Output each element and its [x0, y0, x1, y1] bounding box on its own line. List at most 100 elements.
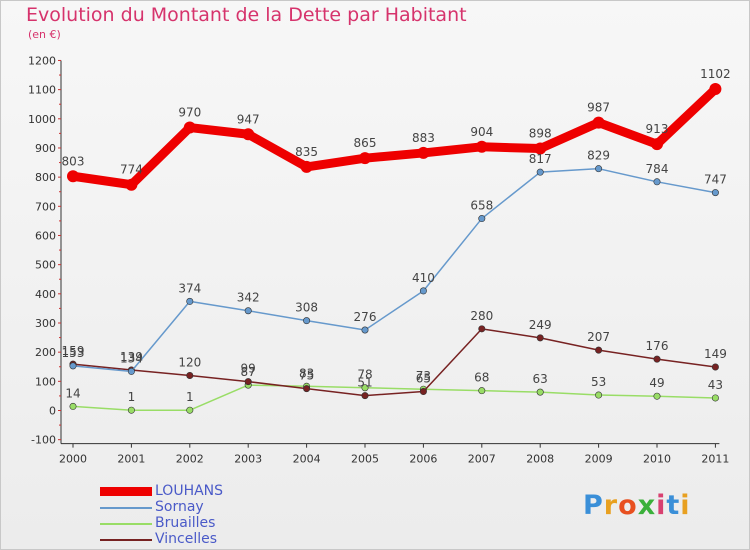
- data-point-bruailles: [653, 392, 661, 400]
- data-point-bruailles: [478, 387, 486, 395]
- legend-item-sornay: Sornay: [100, 499, 300, 516]
- y-tick-label: 300: [35, 317, 56, 330]
- data-label-sornay: 410: [412, 271, 435, 285]
- y-tick-label: 900: [35, 142, 56, 155]
- data-point-sornay: [303, 317, 311, 325]
- data-label-bruailles: 83: [299, 366, 314, 380]
- y-tick-label: 1000: [28, 113, 56, 126]
- data-point-louhans: [242, 128, 255, 141]
- data-label-sornay: 153: [62, 346, 85, 360]
- data-label-louhans: 803: [62, 154, 85, 168]
- data-label-sornay: 658: [470, 199, 493, 213]
- x-tick-label: 2004: [293, 453, 321, 466]
- data-label-vincelles: 139: [120, 350, 143, 364]
- data-point-sornay: [361, 326, 369, 334]
- legend-item-bruailles: Bruailles: [100, 515, 300, 532]
- data-label-bruailles: 53: [591, 375, 606, 389]
- data-label-louhans: 774: [120, 163, 143, 177]
- data-point-louhans: [709, 83, 722, 96]
- data-label-louhans: 947: [237, 112, 260, 126]
- y-tick-label: 500: [35, 259, 56, 272]
- data-label-bruailles: 87: [241, 365, 256, 379]
- data-label-sornay: 747: [704, 173, 727, 187]
- data-label-sornay: 342: [237, 291, 260, 305]
- data-point-louhans: [651, 138, 663, 151]
- data-label-louhans: 883: [412, 131, 435, 145]
- legend-swatch-sornay: [100, 507, 152, 509]
- data-label-louhans: 970: [178, 106, 201, 120]
- legend-label-vincelles: Vincelles: [155, 531, 218, 547]
- data-label-louhans: 865: [354, 136, 377, 150]
- data-point-sornay: [127, 367, 135, 375]
- data-label-vincelles: 51: [357, 376, 372, 390]
- data-label-louhans: 904: [470, 125, 493, 139]
- data-point-bruailles: [127, 406, 135, 414]
- series-line-bruailles: [72, 384, 717, 411]
- data-point-sornay: [244, 307, 252, 315]
- legend-label-louhans: LOUHANS: [155, 483, 224, 499]
- data-point-sornay: [478, 215, 486, 223]
- data-point-sornay: [595, 165, 603, 173]
- data-label-bruailles: 68: [474, 371, 489, 385]
- data-point-sornay: [419, 287, 427, 295]
- data-point-bruailles: [361, 384, 369, 392]
- data-point-louhans: [417, 146, 430, 159]
- data-label-louhans: 835: [295, 145, 318, 159]
- y-tick-label: 600: [35, 229, 56, 242]
- data-label-louhans: 1102: [700, 67, 731, 81]
- data-label-sornay: 817: [529, 152, 552, 166]
- x-tick-label: 2010: [643, 453, 671, 466]
- chart-title: Evolution du Montant de la Dette par Hab…: [26, 4, 467, 26]
- legend: LOUHANS Sornay Bruailles Vincelles: [100, 483, 300, 548]
- legend-label-bruailles: Bruailles: [155, 515, 216, 531]
- y-tick-label: 100: [35, 375, 56, 388]
- data-point-vincelles: [536, 334, 544, 342]
- data-point-vincelles: [186, 371, 194, 379]
- data-label-sornay: 276: [354, 310, 377, 324]
- data-label-bruailles: 1: [186, 390, 194, 404]
- data-label-sornay: 784: [646, 162, 669, 176]
- data-label-sornay: 829: [587, 149, 610, 163]
- legend-swatch-vincelles: [100, 539, 152, 541]
- y-tick-label: 200: [35, 346, 56, 359]
- data-label-bruailles: 1: [128, 390, 136, 404]
- y-tick-label: 700: [35, 200, 56, 213]
- data-point-sornay: [186, 297, 194, 305]
- data-point-bruailles: [536, 388, 544, 396]
- data-point-louhans: [359, 152, 371, 165]
- data-label-vincelles: 249: [529, 318, 552, 332]
- data-label-louhans: 987: [587, 101, 610, 115]
- data-label-vincelles: 207: [587, 330, 610, 344]
- data-point-vincelles: [653, 355, 661, 363]
- data-point-sornay: [536, 168, 544, 176]
- legend-swatch-bruailles: [100, 523, 152, 525]
- x-tick-label: 2011: [701, 453, 729, 466]
- data-point-vincelles: [711, 363, 719, 371]
- y-tick-label: 1200: [28, 54, 56, 67]
- legend-item-louhans: LOUHANS: [100, 483, 300, 500]
- data-point-vincelles: [478, 325, 486, 333]
- data-point-vincelles: [361, 392, 369, 400]
- data-point-louhans: [300, 160, 313, 173]
- y-tick-label: 0: [49, 405, 56, 418]
- data-label-vincelles: 65: [416, 372, 431, 386]
- data-label-sornay: 308: [295, 301, 318, 315]
- data-point-sornay: [653, 178, 661, 186]
- y-tick-label: 800: [35, 171, 56, 184]
- y-tick-label: 400: [35, 288, 56, 301]
- data-point-vincelles: [303, 385, 311, 393]
- data-point-louhans: [475, 140, 488, 153]
- data-label-bruailles: 43: [708, 378, 723, 392]
- y-tick-label: -100: [31, 434, 56, 447]
- data-label-bruailles: 14: [65, 386, 80, 400]
- data-point-louhans: [125, 178, 138, 191]
- data-label-bruailles: 63: [533, 372, 548, 386]
- data-label-louhans: 898: [529, 127, 552, 141]
- data-point-sornay: [711, 189, 719, 197]
- y-tick-label: 1100: [28, 84, 56, 97]
- data-point-sornay: [69, 362, 77, 370]
- x-tick-label: 2007: [468, 453, 496, 466]
- data-point-bruailles: [186, 406, 194, 414]
- legend-label-sornay: Sornay: [155, 499, 204, 515]
